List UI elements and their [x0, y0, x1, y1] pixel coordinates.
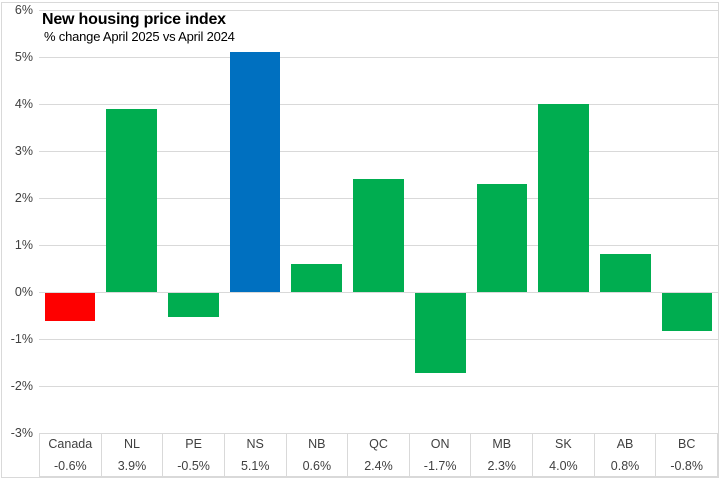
y-tick-label-2pct: 2%	[14, 191, 33, 205]
bar-pe	[168, 293, 219, 317]
gridline--2pct	[39, 386, 718, 387]
bar-ab	[600, 254, 651, 292]
y-tick-label-0pct: 0%	[14, 285, 33, 299]
table-category-mb: MB	[471, 434, 534, 456]
y-tick-label-1pct: 1%	[14, 238, 33, 252]
table-category-row: Canada NL PE NS NB QC ON MB SK AB BC	[40, 434, 718, 456]
y-tick-label--3pct: -3%	[10, 426, 33, 440]
table-value-bc: -0.8%	[656, 456, 718, 478]
table-category-pe: PE	[163, 434, 225, 456]
y-tick-label--1pct: -1%	[10, 332, 33, 346]
table-value-row: -0.6% 3.9% -0.5% 5.1% 0.6% 2.4% -1.7% 2.3% 4.0% 0…	[40, 456, 718, 478]
table-value-canada: -0.6%	[40, 456, 102, 478]
table-value-pe: -0.5%	[163, 456, 225, 478]
table-category-on: ON	[410, 434, 472, 456]
table-value-ab: 0.8%	[595, 456, 657, 478]
gridline-4pct	[39, 104, 718, 105]
bar-canada	[44, 293, 96, 322]
table-category-ab: AB	[595, 434, 657, 456]
bar-on	[414, 293, 466, 373]
table-category-sk: SK	[533, 434, 595, 456]
bar-mb	[476, 183, 528, 292]
table-value-qc: 2.4%	[348, 456, 410, 478]
table-value-ns: 5.1%	[225, 456, 287, 478]
y-tick-label-6pct: 6%	[14, 3, 33, 17]
y-tick-label--2pct: -2%	[10, 379, 33, 393]
bar-nl	[106, 108, 157, 292]
y-tick-label-4pct: 4%	[14, 97, 33, 111]
table-category-ns: NS	[225, 434, 287, 456]
bar-nb	[291, 263, 343, 292]
y-tick-label-5pct: 5%	[14, 50, 33, 64]
table-category-bc: BC	[656, 434, 718, 456]
gridline-0pct	[39, 292, 718, 293]
data-table: Canada NL PE NS NB QC ON MB SK AB BC -0.6% 3.9% -0.5…	[39, 433, 718, 478]
bar-sk	[538, 104, 589, 292]
gridline-6pct	[39, 10, 718, 11]
bar-bc	[661, 293, 713, 331]
table-value-on: -1.7%	[410, 456, 472, 478]
chart-subtitle: % change April 2025 vs April 2024	[44, 29, 235, 44]
table-category-canada: Canada	[40, 434, 102, 456]
table-category-qc: QC	[348, 434, 410, 456]
table-category-nb: NB	[287, 434, 349, 456]
table-value-mb: 2.3%	[471, 456, 534, 478]
table-value-sk: 4.0%	[533, 456, 595, 478]
gridline--1pct	[39, 339, 718, 340]
table-value-nl: 3.9%	[102, 456, 164, 478]
table-value-nb: 0.6%	[287, 456, 349, 478]
table-category-nl: NL	[102, 434, 164, 456]
gridline-3pct	[39, 151, 718, 152]
gridline-5pct	[39, 57, 718, 58]
bar-qc	[353, 179, 404, 292]
chart-title: New housing price index	[42, 11, 226, 28]
y-tick-label-3pct: 3%	[14, 144, 33, 158]
bar-ns	[229, 52, 281, 292]
